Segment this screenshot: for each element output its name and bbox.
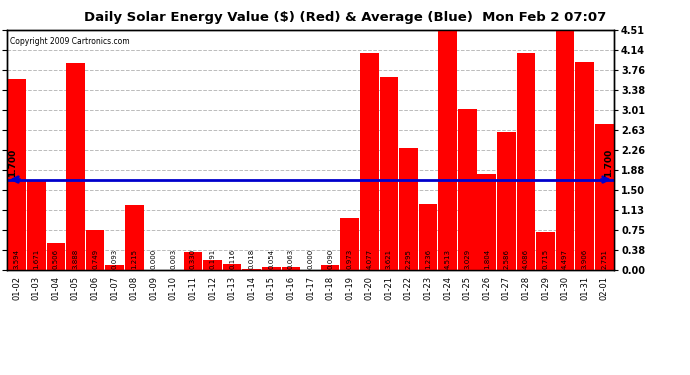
Bar — [86, 230, 104, 270]
Bar — [204, 260, 222, 270]
Text: 4.513: 4.513 — [444, 249, 451, 270]
Bar — [419, 204, 437, 270]
Text: 3.029: 3.029 — [464, 249, 470, 270]
Text: 0.330: 0.330 — [190, 249, 196, 270]
Text: 4.086: 4.086 — [523, 249, 529, 270]
Text: 0.090: 0.090 — [327, 249, 333, 270]
Text: 1.700: 1.700 — [604, 148, 613, 177]
Bar — [66, 63, 85, 270]
Bar — [380, 77, 398, 270]
Bar — [46, 243, 65, 270]
Text: 0.191: 0.191 — [210, 249, 215, 270]
Bar — [438, 30, 457, 270]
Text: 3.906: 3.906 — [582, 249, 588, 270]
Bar — [223, 264, 241, 270]
Text: 2.751: 2.751 — [601, 249, 607, 270]
Bar — [575, 62, 594, 270]
Bar — [458, 109, 477, 270]
Bar — [536, 232, 555, 270]
Text: 0.506: 0.506 — [53, 249, 59, 270]
Bar — [399, 148, 417, 270]
Bar — [27, 181, 46, 270]
Text: 2.586: 2.586 — [504, 249, 509, 270]
Bar — [497, 132, 515, 270]
Text: 1.671: 1.671 — [33, 249, 39, 270]
Text: 3.621: 3.621 — [386, 249, 392, 270]
Text: 0.063: 0.063 — [288, 249, 294, 270]
Text: 2.295: 2.295 — [406, 250, 411, 270]
Bar — [321, 265, 339, 270]
Text: 1.700: 1.700 — [8, 148, 17, 177]
Bar — [556, 31, 575, 270]
Text: 0.054: 0.054 — [268, 249, 275, 270]
Text: 0.018: 0.018 — [248, 249, 255, 270]
Text: 0.715: 0.715 — [542, 249, 549, 270]
Text: 3.594: 3.594 — [14, 249, 20, 270]
Text: 1.804: 1.804 — [484, 249, 490, 270]
Text: 3.888: 3.888 — [72, 249, 79, 270]
Bar — [125, 206, 144, 270]
Text: Daily Solar Energy Value ($) (Red) & Average (Blue)  Mon Feb 2 07:07: Daily Solar Energy Value ($) (Red) & Ave… — [84, 11, 606, 24]
Bar — [8, 79, 26, 270]
Bar — [517, 53, 535, 270]
Bar — [106, 265, 124, 270]
Text: 0.000: 0.000 — [151, 249, 157, 270]
Bar — [477, 174, 496, 270]
Text: 0.093: 0.093 — [112, 249, 117, 270]
Text: Copyright 2009 Cartronics.com: Copyright 2009 Cartronics.com — [10, 37, 130, 46]
Text: 4.077: 4.077 — [366, 249, 373, 270]
Bar — [262, 267, 281, 270]
Text: 0.000: 0.000 — [308, 249, 313, 270]
Text: 0.003: 0.003 — [170, 249, 177, 270]
Text: 1.215: 1.215 — [131, 249, 137, 270]
Bar — [184, 252, 202, 270]
Bar — [340, 218, 359, 270]
Bar — [242, 269, 261, 270]
Text: 1.236: 1.236 — [425, 249, 431, 270]
Text: 4.497: 4.497 — [562, 249, 568, 270]
Text: 0.116: 0.116 — [229, 249, 235, 270]
Bar — [360, 53, 379, 270]
Text: 0.749: 0.749 — [92, 249, 98, 270]
Bar — [282, 267, 300, 270]
Text: 0.973: 0.973 — [346, 249, 353, 270]
Bar — [595, 124, 613, 270]
